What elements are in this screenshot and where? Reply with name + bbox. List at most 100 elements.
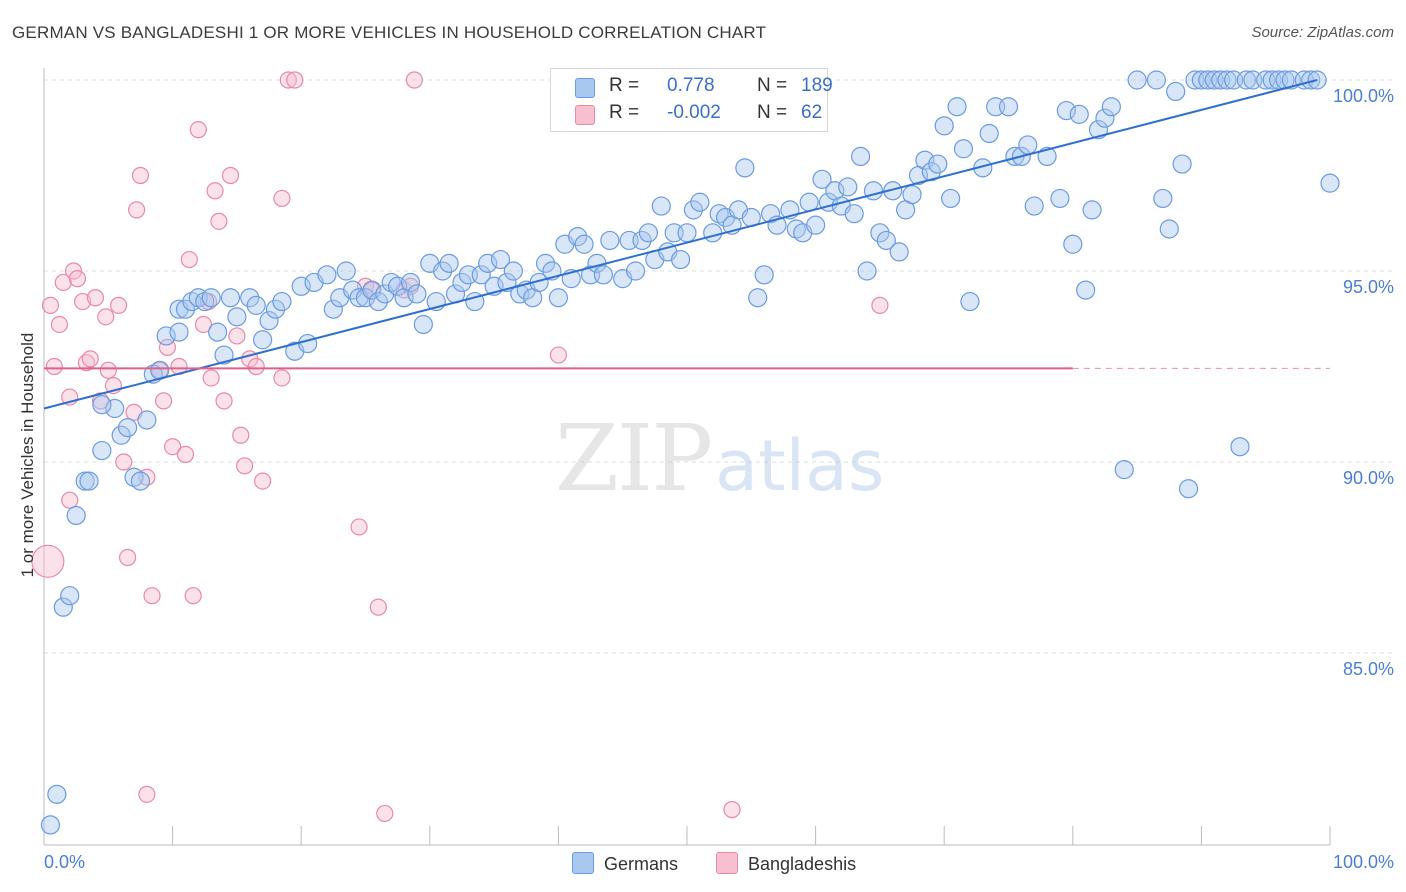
germans-point [214,345,234,365]
bangladeshis-point [68,270,87,288]
bangladeshis-point [61,491,79,509]
germans-point [1320,173,1340,193]
bangladeshis-point [206,182,224,200]
legend-item-germans[interactable]: Germans [572,852,678,875]
trend-lines [43,79,1330,410]
germans-point [53,597,73,617]
bangladeshis-point [154,392,173,410]
germans-point [1230,437,1250,457]
bangladeshis-point [138,468,156,486]
bangladeshis-point [45,357,63,376]
germans-point [227,307,247,327]
germans-point [928,154,948,174]
germans-point [760,204,781,224]
germans-point [1063,234,1083,254]
germans-point [175,299,196,319]
germans-point [92,395,112,415]
germans-point [137,410,157,430]
bangladeshis-point [369,598,387,616]
legend-swatch-bangladeshis [575,105,595,125]
bangladeshis-point [405,71,423,89]
bangladeshis-point [194,315,213,334]
germans-point [1018,135,1038,155]
germans-point [368,291,388,312]
germans-trend-line [43,79,1318,410]
germans-point [915,150,935,170]
germans-point [388,276,408,296]
bangladeshis-point [286,71,304,89]
bangladeshis-point [210,212,228,230]
bangladeshis-point [184,587,202,605]
germans-point [677,223,697,243]
bangladeshis-point [273,189,291,208]
germans-point [1127,70,1147,90]
germans-point [208,322,228,342]
germans-label: Germans [604,854,679,874]
bangladeshis-point [86,289,105,307]
bangladeshis-point [215,392,233,410]
germans-point [503,261,523,281]
legend-n-label: N = [757,75,788,96]
bangladeshis-point [176,445,195,463]
germans-point [1159,219,1179,239]
germans-point [400,272,421,293]
germans-point [111,425,131,445]
bangladeshis-point [232,426,250,444]
germans-point [1166,81,1186,102]
legend-item-bangladeshis[interactable]: Bangladeshis [716,852,856,875]
germans-point [1217,70,1237,90]
legend-r-label: R = [609,102,640,123]
germans-point [683,200,704,220]
germans-point [805,215,826,235]
germans-point [1101,97,1121,117]
germans-point [439,253,459,273]
germans-point [79,471,99,491]
germans-point [632,230,652,251]
legend-n-value: 189 [801,75,833,96]
chart-title: GERMAN VS BANGLADESHI 1 OR MORE VEHICLES… [12,23,767,42]
bangladeshis-point [127,201,146,219]
germans-point [478,253,498,273]
germans-point [851,146,871,166]
bangladeshis-point [871,296,889,314]
bangladeshis-point [236,457,254,475]
germans-point [336,261,356,281]
bangladeshis-point [350,518,368,536]
germans-point [651,196,671,216]
germans-point [870,223,890,243]
germans-point [889,242,909,262]
legend-n-value: 62 [801,102,823,123]
germans-point [60,586,80,606]
germans-point [433,261,453,281]
germans-point [1076,280,1096,300]
germans-point [265,299,286,319]
germans-point [1178,479,1199,499]
germans-point [323,299,343,319]
germans-point [253,330,273,350]
germans-point [92,440,112,461]
germans-point [407,284,427,304]
germans-point [272,291,292,312]
germans-point [317,265,337,285]
germans-point [838,177,858,197]
germans-point [941,188,961,209]
bangladeshis-point [723,801,741,819]
germans-point [1301,70,1321,90]
germans-point [259,311,279,331]
germans-point [998,97,1019,117]
bangladeshis-point [247,357,265,376]
germans-point [876,230,896,251]
bangladeshis-point [138,785,156,803]
bangladeshis-point [221,166,240,185]
watermark: ZIPatlas [555,405,884,512]
germans-point [883,181,903,201]
axes [43,68,1331,846]
germans-point [947,97,967,117]
y-tick-95: 95.0% [1342,277,1394,297]
germans-point [246,295,266,315]
germans-point [568,227,588,247]
legend-n-label: N = [757,102,788,123]
legend-r-value: 0.778 [667,75,715,96]
germans-point [47,784,67,804]
bangladeshis-point [549,346,568,364]
